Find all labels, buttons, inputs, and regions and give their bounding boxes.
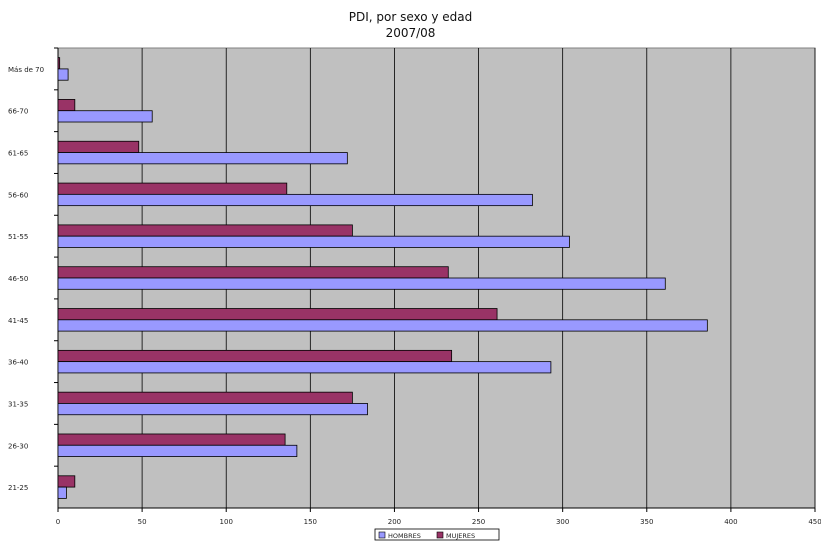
bar-mujeres (57, 475, 76, 488)
legend-label-mujeres: MUJERES (446, 532, 475, 540)
y-tick-label: 36-40 (8, 359, 28, 367)
bar-hombres (57, 277, 666, 290)
legend-swatch-mujeres (436, 531, 444, 539)
bar-hombres (57, 193, 533, 207)
y-tick-label: 31-35 (8, 400, 28, 408)
x-tick-label: 0 (56, 518, 60, 526)
bar-hombres (57, 361, 552, 374)
bar-mujeres (57, 308, 498, 321)
y-tick-label: 46-50 (8, 275, 28, 283)
bar-mujeres (57, 182, 288, 195)
x-tick-label: 150 (304, 518, 317, 526)
bar-mujeres (57, 433, 286, 446)
x-tick-label: 450 (808, 518, 821, 526)
bar-mujeres (57, 266, 449, 279)
bar-hombres (57, 235, 570, 248)
legend-swatch-hombres (378, 531, 386, 539)
y-tick-label: 51-55 (8, 233, 28, 241)
bar-mujeres (57, 99, 76, 112)
y-tick-label: 26-30 (8, 442, 28, 450)
y-tick-label: 66-70 (8, 108, 28, 116)
y-tick-label: 41-45 (8, 317, 28, 325)
chart-subtitle: 2007/08 (385, 26, 436, 40)
bar-hombres (57, 403, 368, 416)
x-tick-label: 50 (138, 518, 147, 526)
bar-hombres (57, 68, 69, 81)
chart-title: PDI, por sexo y edad (348, 10, 473, 24)
y-tick-label: 21-25 (8, 484, 28, 492)
legend-label-hombres: HOMBRES (388, 532, 421, 540)
bar-mujeres (57, 57, 61, 70)
x-tick-label: 300 (556, 518, 569, 526)
x-tick-label: 100 (220, 518, 233, 526)
bar-hombres (57, 486, 67, 499)
bar-mujeres (57, 391, 353, 404)
y-tick-label: 56-60 (8, 191, 28, 199)
bar-mujeres (57, 349, 453, 363)
x-tick-label: 350 (640, 518, 653, 526)
bar-hombres (57, 444, 298, 457)
x-tick-label: 250 (472, 518, 485, 526)
y-tick-label: 61-65 (8, 150, 28, 158)
bar-hombres (57, 110, 153, 123)
bar-hombres (57, 152, 348, 165)
bar-mujeres (57, 140, 140, 153)
x-tick-label: 200 (388, 518, 401, 526)
x-tick-label: 400 (724, 518, 737, 526)
bar-hombres (57, 319, 708, 332)
y-tick-label: Más de 70 (8, 66, 44, 74)
bar-mujeres (57, 224, 353, 237)
